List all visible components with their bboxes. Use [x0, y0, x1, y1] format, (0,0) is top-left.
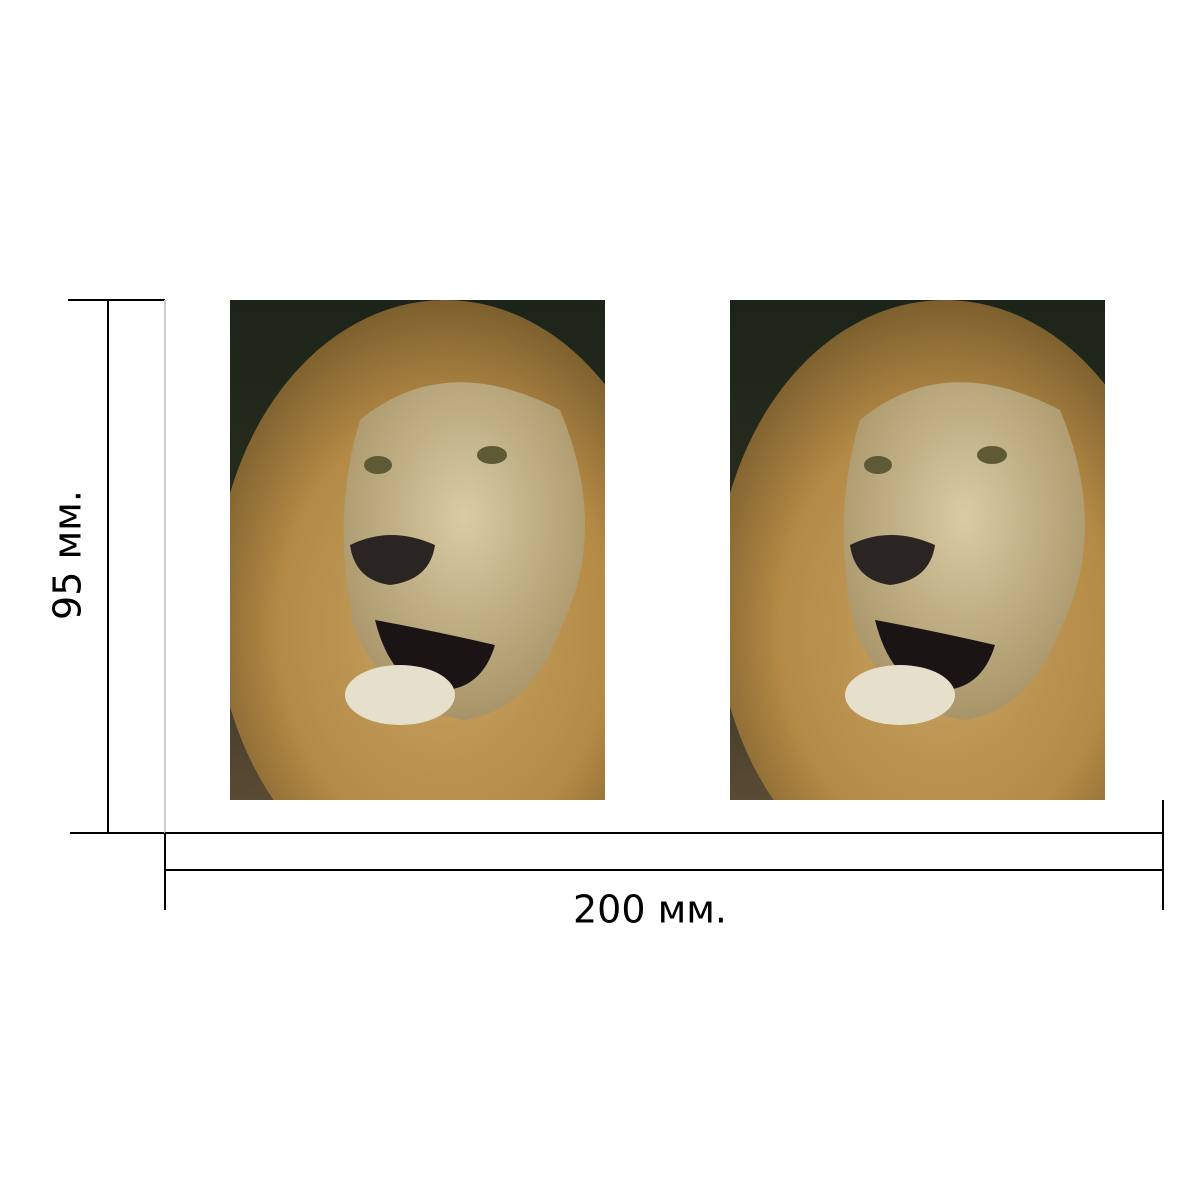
product-photo-left [215, 300, 675, 900]
height-label: 95 мм. [46, 490, 90, 620]
width-dimension: 200 мм. [164, 800, 1164, 932]
product-photo-right [715, 300, 1175, 900]
height-dimension: 95 мм. [46, 299, 166, 834]
width-label: 200 мм. [573, 888, 727, 932]
